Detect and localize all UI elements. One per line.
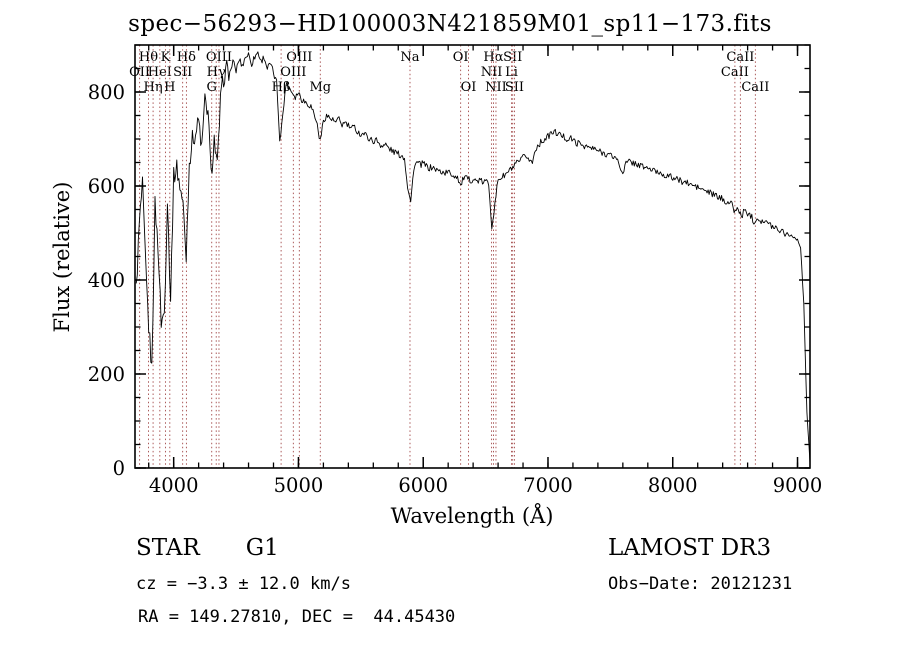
- svg-text:OIII: OIII: [206, 50, 232, 65]
- svg-text:8000: 8000: [648, 474, 698, 497]
- svg-text:Na: Na: [400, 50, 419, 65]
- x-axis-label: Wavelength (Å): [390, 504, 554, 528]
- svg-text:400: 400: [88, 269, 125, 292]
- svg-text:Hδ: Hδ: [177, 50, 196, 65]
- svg-text:HeI: HeI: [148, 65, 172, 80]
- svg-text:CaII: CaII: [721, 65, 749, 80]
- svg-text:Mg: Mg: [309, 80, 331, 95]
- classification-line: STAR G1: [136, 535, 279, 561]
- svg-text:800: 800: [88, 81, 125, 104]
- ra-dec-line: RA = 149.27810, DEC = 44.45430: [138, 607, 456, 627]
- svg-text:CaII: CaII: [741, 80, 769, 95]
- svg-text:9000: 9000: [773, 474, 823, 497]
- svg-text:4000: 4000: [149, 474, 199, 497]
- svg-text:Hθ: Hθ: [139, 50, 158, 65]
- svg-text:NII: NII: [485, 80, 507, 95]
- svg-text:NII: NII: [481, 65, 503, 80]
- svg-text:OIII: OIII: [286, 50, 312, 65]
- svg-text:SII: SII: [503, 50, 522, 65]
- object-type: STAR: [136, 535, 200, 561]
- svg-text:SII: SII: [173, 65, 192, 80]
- svg-text:Hα: Hα: [483, 50, 503, 65]
- cz-velocity-line: cz = −3.3 ± 12.0 km/s: [136, 574, 351, 594]
- survey-release-label: LAMOST DR3: [608, 535, 772, 561]
- svg-text:7000: 7000: [523, 474, 573, 497]
- obs-date-line: Obs−Date: 20121231: [608, 574, 793, 594]
- svg-text:CaII: CaII: [726, 50, 754, 65]
- svg-text:6000: 6000: [398, 474, 448, 497]
- y-axis-label: Flux (relative): [50, 181, 74, 333]
- object-subclass: G1: [245, 535, 279, 561]
- svg-text:Hη: Hη: [144, 80, 163, 95]
- svg-text:600: 600: [88, 175, 125, 198]
- svg-text:200: 200: [88, 363, 125, 386]
- svg-text:H: H: [164, 80, 175, 95]
- svg-text:K: K: [161, 50, 171, 65]
- svg-text:5000: 5000: [274, 474, 324, 497]
- svg-text:0: 0: [113, 457, 125, 480]
- svg-text:OI: OI: [461, 80, 477, 95]
- svg-text:OI: OI: [453, 50, 469, 65]
- svg-text:Hγ: Hγ: [207, 65, 226, 80]
- svg-text:Li: Li: [505, 65, 518, 80]
- svg-text:G: G: [207, 80, 217, 95]
- svg-text:OIII: OIII: [280, 65, 306, 80]
- svg-text:SII: SII: [505, 80, 524, 95]
- plot-title: spec−56293−HD100003N421859M01_sp11−173.f…: [128, 11, 772, 37]
